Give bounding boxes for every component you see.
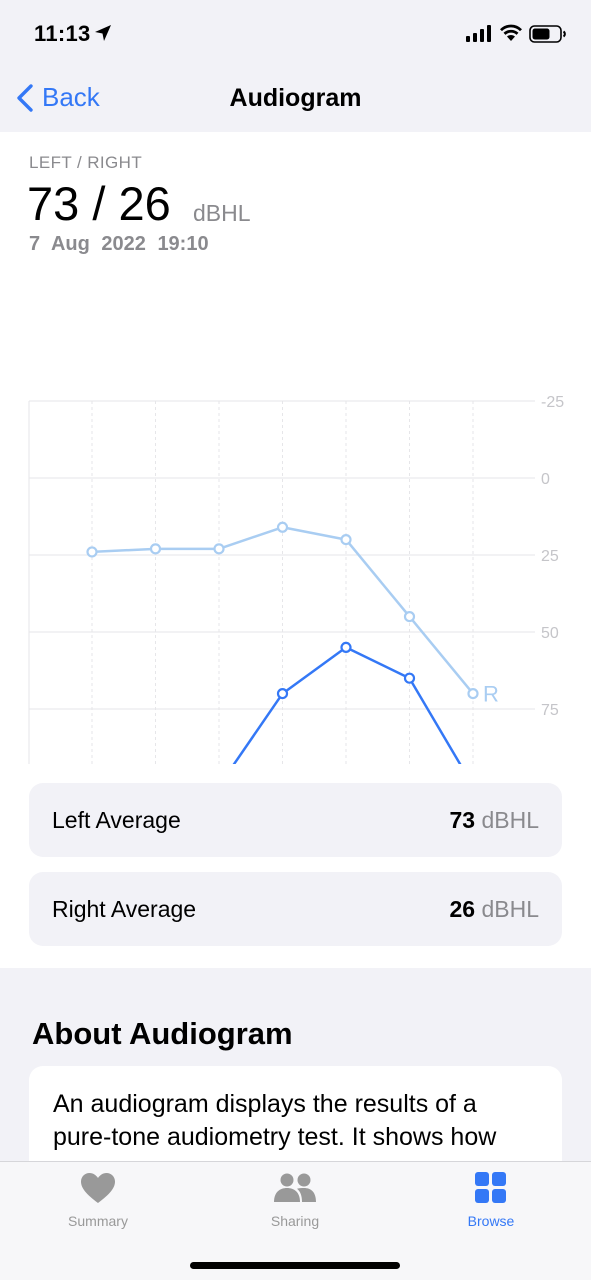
tab-browse-label: Browse [467,1213,515,1229]
back-button-label: Back [42,82,100,112]
hearing-level-value: 73 / 26 [27,177,171,230]
data-point-r [86,546,98,558]
tab-summary[interactable]: Summary [18,1172,178,1229]
about-section-title: About Audiogram [32,1016,293,1051]
test-date-day: 7 Aug 2022 [29,233,146,255]
data-point-l [340,641,352,653]
grid-icon [475,1172,506,1203]
data-point-r [340,534,352,546]
tab-browse[interactable]: Browse [411,1172,571,1229]
left-average-label: Left Average [52,806,181,833]
tab-sharing-label: Sharing [270,1213,320,1229]
page-title: Audiogram [229,84,362,112]
cellular-signal-icon [466,25,491,42]
y-tick-label: 0 [541,471,550,488]
test-date: 7 Aug 2022 19:10 [29,233,209,256]
y-tick-label: -25 [541,394,564,411]
data-point-r [276,521,289,533]
value-caption: LEFT / RIGHT [29,153,143,172]
back-button[interactable]: Back [16,82,100,113]
y-tick-label: 25 [541,548,559,565]
tab-sharing[interactable]: Sharing [215,1172,375,1229]
data-point-r [149,543,162,555]
wifi-icon [500,24,522,41]
people-icon [274,1173,316,1202]
tab-summary-label: Summary [68,1213,128,1229]
audiogram-card: LEFT / RIGHT 73 / 26 dBHL 7 Aug 2022 19:… [0,132,591,968]
tab-bar: Summary Sharing Browse [0,1161,591,1280]
data-point-r [213,543,225,555]
chevron-left-icon [17,83,33,112]
right-average-row[interactable]: Right Average 26 dBHL [29,872,562,946]
data-point-l [276,688,289,700]
hearing-level-unit: dBHL [193,200,251,226]
data-point-l [403,672,416,684]
battery-icon [529,25,566,43]
navigation-bar: Audiogram Back [0,64,591,132]
audiogram-chart: -250255075100125125Hz2505001kHz2kHz4kHz8… [28,394,564,764]
y-tick-label: 75 [541,702,559,719]
series-label-r: R [483,682,499,707]
right-average-value: 26 dBHL [449,895,539,922]
left-average-row[interactable]: Left Average 73 dBHL [29,783,562,857]
right-average-label: Right Average [52,895,197,922]
y-tick-label: 50 [541,625,559,642]
about-text: An audiogram displays the results of a p… [53,1090,497,1151]
data-point-r [467,688,479,700]
heart-icon [81,1173,115,1203]
status-bar: 11:13 [0,0,591,64]
home-indicator [190,1262,400,1269]
status-time: 11:13 [34,21,91,46]
test-date-time: 19:10 [157,233,209,255]
data-point-r [403,611,416,623]
series-line-l [232,646,462,764]
location-arrow-icon [95,25,111,41]
left-average-value: 73 dBHL [449,806,539,833]
